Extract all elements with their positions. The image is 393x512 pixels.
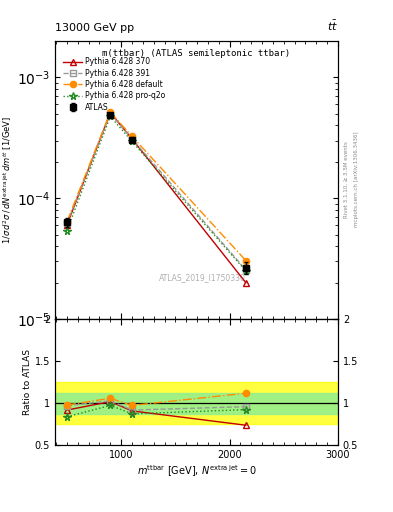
Pythia 6.428 391 [130,136,134,142]
Pythia 6.428 370 [64,222,69,228]
Pythia 6.428 391 [108,111,113,117]
Pythia 6.428 370 [244,280,248,286]
Pythia 6.428 default [244,258,248,264]
Line: Pythia 6.428 pro-q2o: Pythia 6.428 pro-q2o [63,113,250,275]
Bar [55,382,338,424]
Pythia 6.428 default [64,219,69,225]
Line: Pythia 6.428 391: Pythia 6.428 391 [64,111,249,273]
Y-axis label: Ratio to ATLAS: Ratio to ATLAS [23,349,32,415]
Pythia 6.428 default [130,133,134,139]
Text: Rivet 3.1.10, ≥ 3.5M events: Rivet 3.1.10, ≥ 3.5M events [344,141,349,218]
Text: ATLAS_2019_I1750330: ATLAS_2019_I1750330 [159,273,246,282]
Y-axis label: $1/\sigma\,d^2\sigma\,/\,dN^{\rm extra\,jet}\,dm^{t\bar{t}}$ [1/GeV]: $1/\sigma\,d^2\sigma\,/\,dN^{\rm extra\,… [0,116,14,244]
Pythia 6.428 pro-q2o [244,268,248,274]
Pythia 6.428 391 [244,267,248,273]
Text: $t\bar{t}$: $t\bar{t}$ [327,19,338,33]
Pythia 6.428 370 [130,136,134,142]
Pythia 6.428 370 [108,110,113,116]
Pythia 6.428 pro-q2o [64,227,69,233]
Bar [55,393,338,414]
Pythia 6.428 pro-q2o [130,138,134,144]
Line: Pythia 6.428 370: Pythia 6.428 370 [64,110,249,286]
Pythia 6.428 pro-q2o [108,113,113,119]
Line: Pythia 6.428 default: Pythia 6.428 default [64,109,249,264]
Pythia 6.428 391 [64,220,69,226]
Text: m(ttbar) (ATLAS semileptonic ttbar): m(ttbar) (ATLAS semileptonic ttbar) [103,49,290,58]
Text: mcplots.cern.ch [arXiv:1306.3436]: mcplots.cern.ch [arXiv:1306.3436] [354,132,359,227]
X-axis label: $m^{\rm ttbar{}}$ [GeV], $N^{\rm extra\,jet} = 0$: $m^{\rm ttbar{}}$ [GeV], $N^{\rm extra\,… [137,463,256,479]
Text: 13000 GeV pp: 13000 GeV pp [55,23,134,33]
Legend: Pythia 6.428 370, Pythia 6.428 391, Pythia 6.428 default, Pythia 6.428 pro-q2o, : Pythia 6.428 370, Pythia 6.428 391, Pyth… [62,56,167,113]
Pythia 6.428 default [108,109,113,115]
